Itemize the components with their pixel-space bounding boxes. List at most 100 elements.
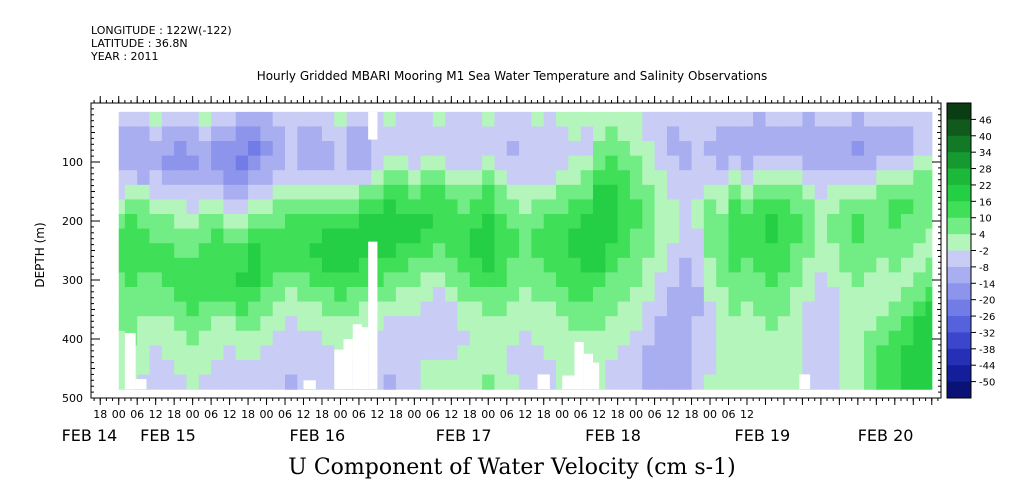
heat-cell bbox=[691, 330, 705, 346]
heat-cell bbox=[248, 272, 261, 288]
heat-cell bbox=[605, 170, 619, 186]
heat-cell bbox=[519, 214, 532, 230]
heat-cell bbox=[371, 141, 385, 157]
heat-cell bbox=[346, 141, 360, 157]
heat-cell bbox=[728, 330, 742, 346]
heat-cell bbox=[580, 184, 594, 201]
heat-cell bbox=[900, 301, 914, 317]
heat-cell bbox=[272, 272, 286, 288]
heat-cell bbox=[223, 199, 237, 215]
heat-cell bbox=[432, 272, 446, 288]
heat-cell bbox=[691, 228, 705, 244]
heat-cell bbox=[408, 214, 422, 230]
heat-cell bbox=[827, 155, 840, 171]
heat-cell bbox=[679, 170, 693, 186]
heat-cell bbox=[297, 243, 311, 259]
heat-cell bbox=[888, 374, 902, 390]
heat-cell bbox=[494, 170, 508, 186]
heat-cell bbox=[161, 374, 175, 390]
heat-cell bbox=[186, 286, 200, 303]
heat-cell bbox=[605, 257, 619, 273]
heat-cell bbox=[654, 141, 668, 157]
heat-cell bbox=[777, 243, 791, 259]
heat-cell bbox=[839, 286, 853, 303]
axis-layer: 18 00 06 12 18 00 06 12 18 00 06 12 18 00 06 12 18 00 06 12… bbox=[62, 96, 941, 445]
heat-cell bbox=[864, 272, 877, 288]
heat-cell bbox=[580, 228, 594, 244]
heat-cell bbox=[408, 301, 422, 317]
colorbar-swatch bbox=[947, 184, 971, 202]
heat-cell bbox=[777, 155, 791, 171]
heat-cell bbox=[765, 257, 779, 273]
heat-cell bbox=[494, 141, 508, 157]
heat-cell bbox=[248, 243, 261, 259]
colorbar-label: 16 bbox=[979, 197, 992, 208]
heat-cell bbox=[445, 374, 459, 390]
heat-cell bbox=[679, 345, 693, 361]
heat-cell bbox=[198, 316, 212, 332]
heat-cell bbox=[580, 199, 594, 215]
heat-cell bbox=[864, 345, 877, 361]
heat-cell bbox=[519, 170, 532, 186]
heat-cell bbox=[568, 301, 582, 317]
heat-cell bbox=[445, 345, 459, 361]
heat-cell bbox=[765, 199, 779, 215]
heat-cell bbox=[346, 155, 360, 171]
heat-cell bbox=[888, 184, 902, 201]
heat-cell bbox=[174, 374, 188, 390]
colorbar-swatch bbox=[947, 250, 971, 268]
heat-cell bbox=[592, 316, 606, 332]
heat-cell bbox=[432, 155, 446, 171]
heat-cell bbox=[309, 199, 323, 215]
heat-cell bbox=[827, 345, 840, 361]
data-gap bbox=[303, 380, 316, 390]
heat-cell bbox=[186, 243, 200, 259]
heat-cell bbox=[703, 374, 717, 390]
heat-cell bbox=[149, 286, 163, 303]
colorbar-label: 40 bbox=[979, 132, 992, 143]
heat-cell bbox=[408, 257, 422, 273]
x-hour-tick-label: 00 bbox=[112, 408, 126, 421]
heat-cell bbox=[654, 286, 668, 303]
heat-cell bbox=[445, 272, 459, 288]
heat-cell bbox=[321, 199, 335, 215]
heat-cell bbox=[765, 170, 779, 186]
heat-cell bbox=[925, 228, 933, 244]
heat-cell bbox=[839, 272, 853, 288]
heat-cell bbox=[235, 330, 249, 346]
heat-cell bbox=[469, 184, 483, 201]
heat-cell bbox=[174, 111, 188, 128]
heat-cell bbox=[198, 141, 212, 157]
x-hour-tick-label: 12 bbox=[370, 408, 384, 421]
heat-cell bbox=[334, 286, 348, 303]
heat-cell bbox=[469, 257, 483, 273]
heat-cell bbox=[395, 243, 409, 259]
heat-cell bbox=[395, 286, 409, 303]
heat-cell bbox=[469, 141, 483, 157]
heat-cell bbox=[740, 257, 754, 273]
colorbar-swatch bbox=[947, 119, 971, 137]
heat-cell bbox=[445, 228, 459, 244]
heat-cell bbox=[457, 214, 471, 230]
heat-cell bbox=[124, 257, 138, 273]
heat-cell bbox=[260, 345, 274, 361]
chart-title: Hourly Gridded MBARI Mooring M1 Sea Wate… bbox=[257, 69, 768, 83]
heat-cell bbox=[297, 155, 311, 171]
heat-cell bbox=[642, 155, 656, 171]
heat-cell bbox=[666, 111, 680, 128]
heat-cell bbox=[802, 286, 816, 303]
heat-cell bbox=[703, 257, 717, 273]
heat-cell bbox=[925, 257, 933, 273]
heat-cell bbox=[519, 199, 532, 215]
heat-cell bbox=[346, 257, 360, 273]
data-gap bbox=[362, 327, 369, 390]
x-hour-tick-label: 00 bbox=[186, 408, 200, 421]
heat-cell bbox=[198, 184, 212, 201]
heat-cell bbox=[543, 257, 557, 273]
heat-cell bbox=[913, 257, 927, 273]
heat-cell bbox=[334, 272, 348, 288]
heat-cell bbox=[765, 243, 779, 259]
heat-cell bbox=[285, 330, 298, 346]
heat-cell bbox=[211, 301, 225, 317]
heat-cell bbox=[827, 111, 840, 128]
